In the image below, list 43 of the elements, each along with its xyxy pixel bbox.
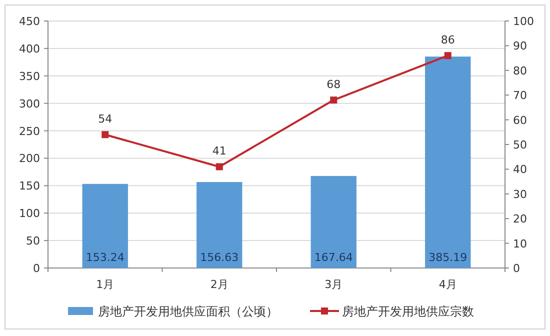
data-label: 54 [98,112,112,126]
x-tick-label: 3月 [324,278,343,291]
y-tick-label: 200 [19,152,40,166]
y2-tick-label: 70 [513,89,527,102]
x-tick-label: 1月 [96,278,114,291]
y2-tick-label: 90 [513,40,527,53]
y-tick-label: 0 [33,262,40,275]
data-label: 385.19 [428,251,468,264]
y-tick-label: 250 [19,124,40,138]
legend-label: 房地产开发用地供应宗数 [342,304,474,318]
bar [196,182,242,268]
y-tick-label: 300 [19,97,40,110]
bar [310,176,356,268]
y-tick-label: 100 [19,207,40,220]
y2-tick-label: 50 [513,138,527,152]
x-tick-label: 2月 [210,278,228,291]
y2-tick-label: 80 [513,64,527,78]
y-tick-label: 150 [19,180,40,193]
y2-tick-label: 10 [513,237,527,250]
y2-tick-label: 0 [513,262,520,275]
point [330,96,338,104]
data-label: 153.24 [86,251,124,264]
y2-tick-label: 40 [513,163,527,176]
legend-label: 房地产开发用地供应面积（公顷） [98,304,278,318]
x-tick-label: 4月 [438,278,457,291]
y-tick-label: 50 [26,234,40,248]
data-label: 41 [212,144,226,158]
point [102,131,109,138]
y2-tick-label: 20 [513,212,527,226]
data-label: 68 [326,78,341,92]
data-label: 156.63 [200,251,239,264]
y-tick-label: 350 [19,70,40,83]
y-tick-label: 450 [19,15,40,28]
y-tick-label: 400 [19,42,40,56]
bar [82,184,128,268]
point [444,52,452,60]
point [216,163,223,170]
bar [425,56,471,268]
y2-tick-label: 30 [513,188,527,201]
data-label: 86 [440,34,455,47]
y2-tick-label: 60 [513,114,527,127]
data-label: 167.64 [314,251,353,264]
y2-tick-label: 100 [513,15,534,28]
